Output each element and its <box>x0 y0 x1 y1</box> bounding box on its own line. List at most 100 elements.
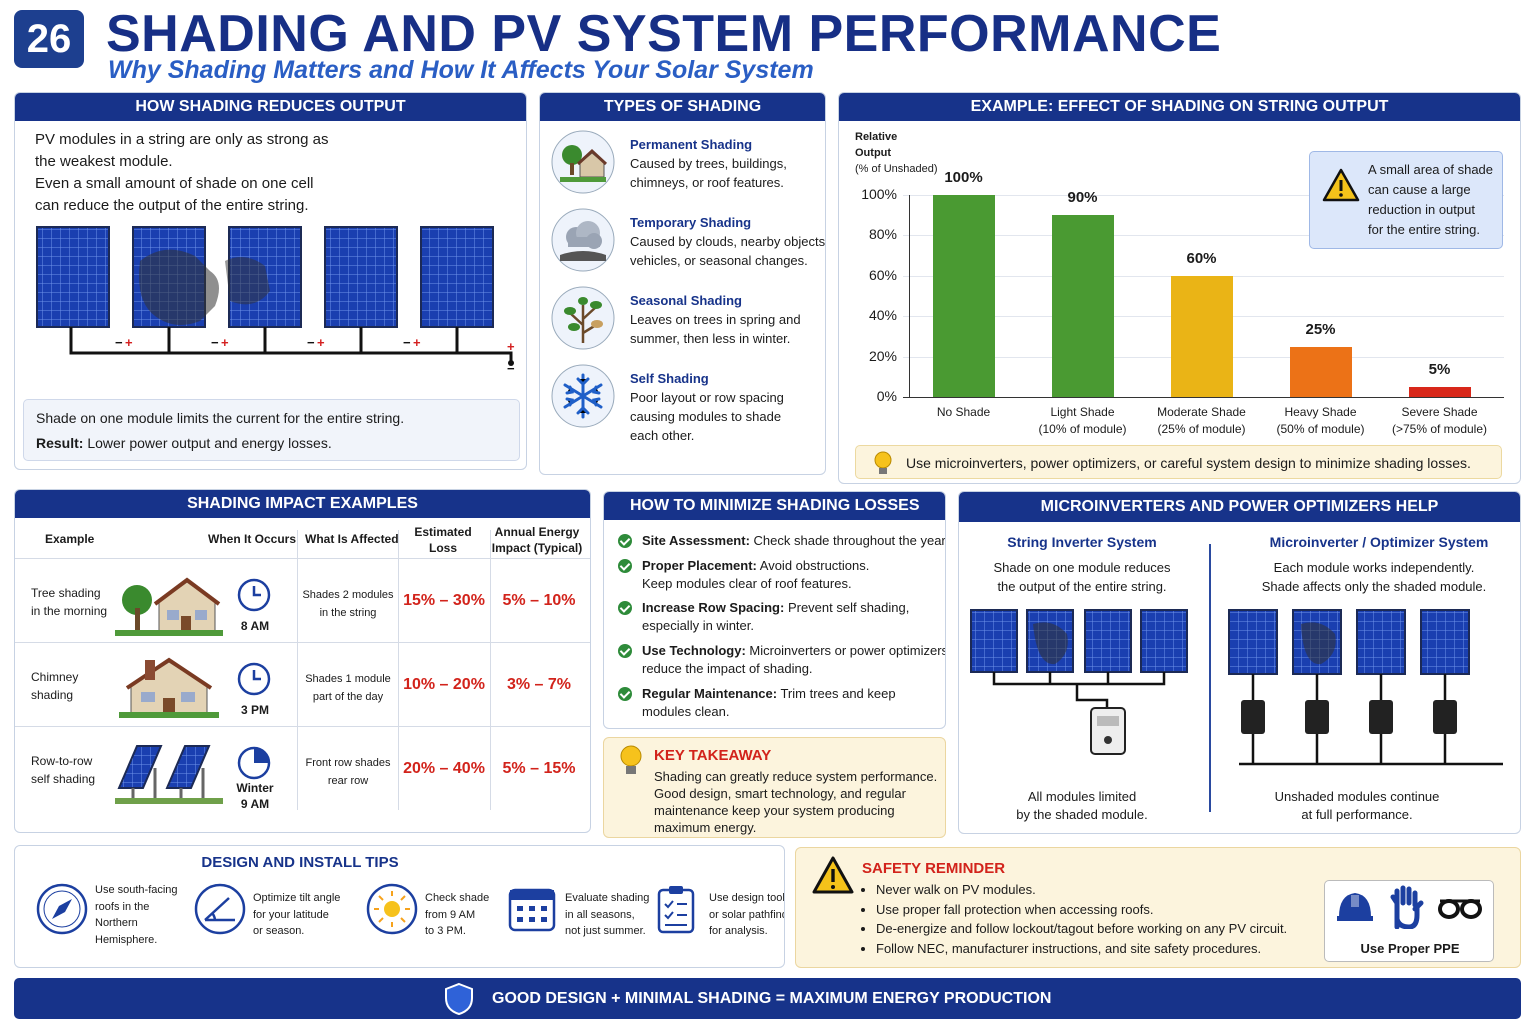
micro-header: MICROINVERTERS AND POWER OPTIMIZERS HELP <box>959 492 1520 522</box>
warning-icon <box>1322 168 1360 202</box>
y-tick-label: 40% <box>868 307 897 324</box>
types-of-shading-panel: TYPES OF SHADING Permanent Shading Caused… <box>539 92 826 475</box>
safety-item: Use proper fall protection when accessin… <box>876 900 1287 920</box>
loss-cell: 15% – 30% <box>403 592 485 609</box>
tip-item: Evaluate shading in all seasons, not just … <box>565 890 649 940</box>
minimize-line: Keep modules clear of roof features. <box>642 576 852 591</box>
minimize-panel: HOW TO MINIMIZE SHADING LOSSES Site Asse… <box>603 491 946 729</box>
example-cell: Tree shading in the morning <box>31 584 107 620</box>
time-text: 8 AM <box>240 619 270 633</box>
minimize-item: Regular Maintenance: Trim trees and keep… <box>642 685 896 721</box>
chart-warning-box: A small area of shade can cause a large … <box>1309 151 1503 249</box>
x-category-label: Severe Shade (>75% of module) <box>1380 404 1500 438</box>
scene-illustration <box>115 654 223 725</box>
annual-header-line: Annual Energy <box>494 525 580 539</box>
clock-icon <box>237 662 271 701</box>
category-name: Severe Shade <box>1401 405 1478 419</box>
warning-line: reduction in output <box>1368 202 1475 217</box>
affected-text: Shades 2 modules <box>302 589 394 601</box>
how-text-line: PV modules in a string are only as stron… <box>35 131 329 148</box>
footer-line: All modules limited <box>1027 789 1137 804</box>
shading-type-item: Seasonal Shading Leaves on trees in sprin… <box>630 291 801 348</box>
minimize-item: Use Technology: Microinverters or power … <box>642 642 945 678</box>
category-sub: (>75% of module) <box>1391 422 1488 436</box>
check-icon <box>618 644 632 658</box>
calendar-icon <box>505 882 559 941</box>
shading-type-name: Permanent Shading <box>630 137 753 152</box>
angle-icon <box>193 882 247 941</box>
minimize-line: Use Technology: Microinverters or power … <box>642 642 945 660</box>
affected-text: Shades 1 module <box>305 673 391 685</box>
col-loss-header: Estimated Loss <box>413 524 473 556</box>
annual-impact-cell: 3% – 7% <box>506 676 572 693</box>
affected-text: part of the day <box>312 691 384 703</box>
tip-line: Evaluate shading <box>565 892 650 904</box>
warning-text: A small area of shade can cause a large … <box>1368 160 1493 240</box>
microinverter-desc: Each module works independently. Shade af… <box>1229 558 1519 596</box>
svg-text:+: + <box>125 335 133 350</box>
y-axis-label: Relative Output (% of Unshaded) <box>855 129 938 177</box>
minimize-item-label: Regular Maintenance: <box>642 686 778 701</box>
how-shading-header: HOW SHADING REDUCES OUTPUT <box>15 93 526 121</box>
lightbulb-icon <box>620 745 642 774</box>
time-cell: 8 AM <box>227 618 283 634</box>
check-icon <box>618 687 632 701</box>
svg-text:−: − <box>307 335 315 350</box>
safety-list: Never walk on PV modules. Use proper fal… <box>876 880 1287 958</box>
shield-icon <box>445 982 473 1016</box>
tip-line: to 3 PM. <box>425 925 466 937</box>
tip-line: Northern <box>95 917 138 929</box>
shading-type-item: Self Shading Poor layout or row spacing ca… <box>630 369 784 445</box>
tip-item: Use design tools or solar pathfinder for a… <box>709 890 785 940</box>
tip-line: or solar pathfinder <box>709 908 784 921</box>
loss-header-line: Estimated <box>414 525 472 539</box>
tip-line: Use design tools <box>709 892 785 904</box>
warning-line: can cause a large <box>1368 182 1471 197</box>
y-tick-label: 60% <box>868 266 897 283</box>
svg-text:+: + <box>221 335 229 350</box>
check-icon <box>618 559 632 573</box>
shading-type-desc: Poor layout or row spacing <box>630 390 784 405</box>
minimize-line: Proper Placement: Avoid obstructions. <box>642 557 869 575</box>
shade-icon <box>139 249 219 325</box>
minimize-item-label: Proper Placement: <box>642 558 757 573</box>
warning-line: for the entire string. <box>1368 222 1480 237</box>
tip-line: for your latitude <box>253 908 329 921</box>
shading-type-desc: causing modules to shade <box>630 409 782 424</box>
inverter-icon <box>1090 707 1126 755</box>
bar-value-label: 90% <box>1067 189 1098 207</box>
col-what-header: What Is Affected <box>305 532 399 546</box>
microinverter-footer: Unshaded modules continue at full perform… <box>1229 788 1485 824</box>
lightbulb-icon <box>874 451 892 474</box>
shading-type-desc: Caused by trees, buildings, <box>630 156 787 171</box>
footer-banner: GOOD DESIGN + MINIMAL SHADING = MAXIMUM … <box>14 978 1521 1019</box>
y-tick-label: 0% <box>876 388 897 404</box>
cloud-icon <box>550 207 616 273</box>
loss-header-line: Loss <box>428 541 457 555</box>
example-text: shading <box>31 688 74 702</box>
how-text-line: Even a small amount of shade on one cell <box>35 175 314 192</box>
tips-title: DESIGN AND INSTALL TIPS <box>201 854 399 871</box>
clock-icon <box>237 578 271 617</box>
y-grid-line <box>903 235 1504 237</box>
result-text: Lower power output and energy losses. <box>83 435 332 451</box>
how-text-line: can reduce the output of the entire stri… <box>35 197 309 214</box>
chart-bar <box>1051 215 1114 397</box>
chart-bar <box>932 195 995 397</box>
shading-type-name: Temporary Shading <box>630 215 752 230</box>
minimize-line: Increase Row Spacing: Prevent self shadi… <box>642 599 909 617</box>
shading-type-desc: summer, then less in winter. <box>630 331 791 346</box>
shading-type-desc: each other. <box>630 428 695 443</box>
minimize-item-text: Prevent self shading, <box>784 600 910 615</box>
tip-line: or season. <box>253 925 305 937</box>
bar-value-label: 25% <box>1305 320 1336 338</box>
string-diagram: − + − + − + − + +− <box>36 226 515 376</box>
takeaway-text: Shading can greatly reduce system perfor… <box>654 768 937 836</box>
takeaway-line: maximum energy. <box>654 820 757 835</box>
sun-icon <box>365 882 419 941</box>
house-tree-icon <box>550 129 616 195</box>
svg-text:−: − <box>507 361 515 376</box>
minimize-item: Increase Row Spacing: Prevent self shadi… <box>642 599 909 635</box>
shading-type-desc: Leaves on trees in spring and <box>630 312 801 327</box>
takeaway-title: KEY TAKEAWAY <box>654 747 772 764</box>
